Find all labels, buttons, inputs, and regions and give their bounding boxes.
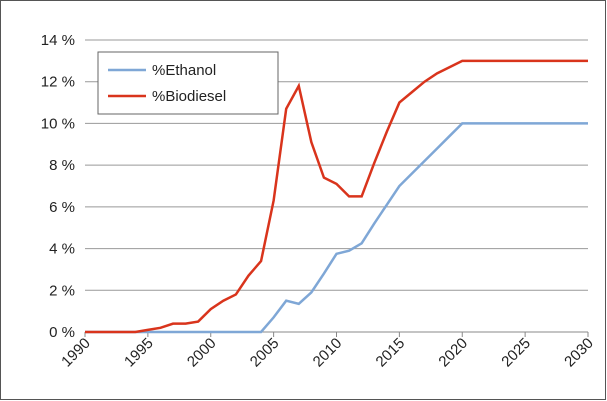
y-tick-label: 14 % (41, 32, 75, 49)
y-tick-label: 12 % (41, 74, 75, 91)
legend-box (97, 51, 279, 115)
line-series (85, 59, 588, 334)
y-tick-label: 0 % (49, 324, 75, 341)
y-tick-label: 8 % (49, 157, 75, 174)
y-tick-label: 4 % (49, 241, 75, 258)
y-tick-label: 6 % (49, 199, 75, 216)
y-tick-label: 2 % (49, 282, 75, 299)
legend-label: %Ethanol (152, 62, 216, 79)
line-series (85, 122, 588, 334)
y-tick-label: 10 % (41, 115, 75, 132)
legend-label: %Biodiesel (152, 88, 226, 105)
